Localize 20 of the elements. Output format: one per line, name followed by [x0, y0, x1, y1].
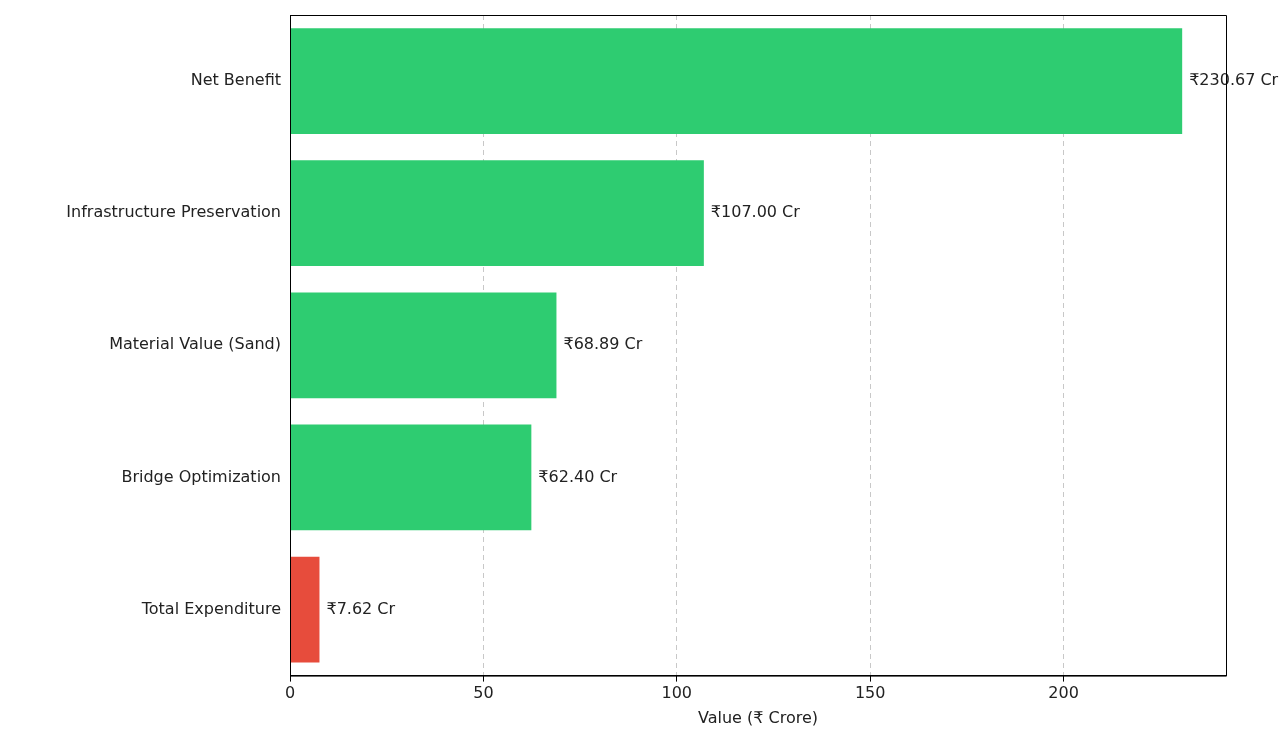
- y-tick-label: Total Expenditure: [140, 598, 281, 618]
- data-label: ₹107.00 Cr: [710, 202, 801, 222]
- y-tick-label: Material Value (Sand): [109, 334, 281, 354]
- y-tick-label: Infrastructure Preservation: [66, 202, 281, 222]
- bar: [290, 28, 1183, 134]
- x-tick-label: 100: [661, 683, 693, 703]
- bar: [290, 160, 704, 267]
- x-axis-title: Value (₹ Crore): [697, 707, 819, 727]
- data-label: ₹62.40 Cr: [538, 466, 618, 486]
- x-tick-label: 50: [473, 683, 494, 703]
- x-tick-label: 150: [854, 683, 886, 703]
- bar: [290, 424, 532, 531]
- x-tick-label: 200: [1048, 683, 1079, 703]
- data-label: ₹7.62 Cr: [326, 598, 396, 618]
- y-tick-label: Bridge Optimization: [121, 466, 281, 486]
- data-label: ₹68.89 Cr: [563, 334, 643, 354]
- bar: [290, 556, 320, 663]
- x-tick-label: 0: [284, 683, 296, 703]
- y-tick-label: Net Benefit: [190, 70, 281, 90]
- bar: [290, 292, 557, 399]
